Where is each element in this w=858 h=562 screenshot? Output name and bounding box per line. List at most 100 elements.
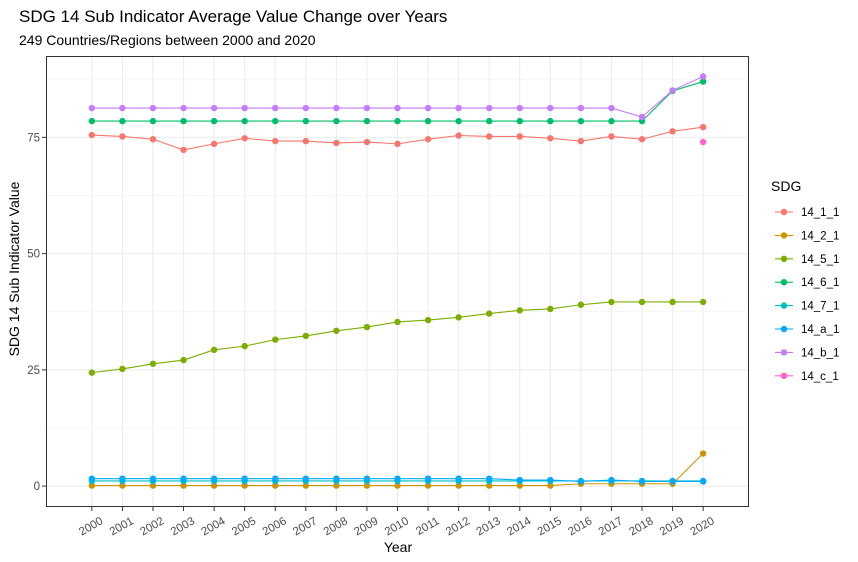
point-14_1_1-2007	[302, 137, 310, 145]
point-14_6_1-2007	[302, 117, 310, 125]
x-tick-label: 2000	[77, 515, 105, 538]
x-tick-label: 2016	[566, 515, 594, 538]
x-tick-label: 2017	[597, 515, 625, 538]
point-14_2_1-2004	[210, 482, 218, 489]
legend-label: 14_b_1	[801, 347, 839, 359]
point-14_b_1-2000	[88, 104, 96, 112]
point-14_1_1-2006	[272, 137, 279, 145]
point-14_b_1-2020	[699, 73, 707, 80]
point-14_2_1-2002	[149, 482, 157, 489]
point-14_6_1-2000	[88, 117, 96, 125]
point-14_2_1-2015	[547, 482, 554, 489]
legend: SDG 14_1_1 14_2_1 14_5_1 14_6_1 14_7_1 14_a_1…	[771, 178, 839, 383]
legend-item-14_2_1: 14_2_1	[775, 230, 839, 242]
point-14_1_1-2012	[455, 132, 462, 139]
point-14_5_1-2011	[424, 316, 432, 324]
point-14_b_1-2011	[424, 104, 432, 112]
legend-label: 14_2_1	[801, 230, 839, 242]
point-14_2_1-2003	[180, 482, 187, 489]
point-14_b_1-2012	[455, 104, 462, 112]
x-tick-label: 2014	[505, 515, 534, 538]
point-14_2_1-2000	[88, 482, 96, 489]
point-14_1_1-2017	[608, 133, 615, 140]
point-14_a_1-2010	[394, 475, 401, 482]
point-14_2_1-2013	[485, 482, 493, 489]
point-14_1_1-2000	[88, 131, 96, 139]
point-14_a_1-2009	[363, 475, 371, 482]
point-14_5_1-2004	[210, 346, 218, 354]
y-tick-label: 25	[27, 365, 40, 377]
x-tick-label: 2012	[444, 515, 472, 538]
point-14_2_1-2020	[699, 450, 707, 457]
legend-key-point	[780, 372, 788, 379]
point-14_5_1-2007	[302, 332, 310, 340]
x-tick-label: 2013	[475, 515, 503, 538]
point-14_b_1-2004	[210, 104, 218, 112]
x-tick-label: 2005	[230, 515, 258, 538]
point-14_6_1-2010	[394, 117, 401, 125]
point-14_2_1-2014	[516, 482, 523, 489]
legend-item-14_6_1: 14_6_1	[775, 277, 839, 289]
legend-item-14_7_1: 14_7_1	[775, 301, 839, 313]
point-14_6_1-2004	[210, 117, 218, 125]
x-tick-label: 2009	[352, 515, 380, 538]
point-14_5_1-2020	[699, 298, 707, 306]
point-14_a_1-2004	[210, 475, 218, 482]
point-14_b_1-2014	[516, 104, 523, 112]
x-tick-label: 2001	[108, 515, 136, 538]
point-14_a_1-2012	[455, 475, 462, 482]
point-14_6_1-2017	[608, 117, 615, 125]
point-14_6_1-2001	[119, 117, 126, 125]
legend-label: 14_5_1	[801, 254, 839, 266]
point-14_5_1-2012	[455, 314, 462, 321]
point-14_b_1-2013	[485, 104, 493, 112]
point-14_5_1-2009	[363, 323, 371, 331]
point-14_5_1-2013	[485, 310, 493, 317]
point-14_5_1-2001	[119, 365, 126, 373]
chart-title: SDG 14 Sub Indicator Average Value Chang…	[19, 7, 447, 26]
legend-item-14_a_1: 14_a_1	[775, 324, 839, 336]
legend-items: 14_1_1 14_2_1 14_5_1 14_6_1 14_7_1 14_a_1 14_b…	[775, 207, 839, 383]
point-14_5_1-2015	[547, 305, 554, 313]
point-14_6_1-2016	[577, 117, 585, 125]
point-14_5_1-2006	[272, 336, 279, 343]
point-14_a_1-2007	[302, 475, 310, 482]
point-14_2_1-2010	[394, 482, 401, 489]
x-tick-label: 2002	[138, 515, 166, 538]
point-14_5_1-2008	[333, 327, 340, 334]
point-14_6_1-2003	[180, 117, 187, 125]
point-14_5_1-2017	[608, 298, 615, 306]
point-14_b_1-2006	[272, 104, 279, 112]
gridlines	[46, 56, 749, 507]
point-14_1_1-2004	[210, 140, 218, 148]
legend-label: 14_6_1	[801, 277, 839, 289]
point-14_b_1-2007	[302, 104, 310, 112]
point-14_5_1-2018	[638, 298, 646, 306]
point-14_a_1-2003	[180, 475, 187, 482]
point-14_5_1-2016	[577, 301, 585, 308]
legend-item-14_b_1: 14_b_1	[775, 347, 839, 359]
x-tick-label: 2004	[199, 515, 228, 538]
point-14_a_1-2000	[88, 475, 96, 482]
point-14_1_1-2014	[516, 133, 523, 140]
point-14_5_1-2002	[149, 360, 157, 367]
point-14_b_1-2019	[669, 87, 676, 94]
legend-title: SDG	[771, 178, 801, 194]
point-14_1_1-2005	[241, 135, 248, 142]
x-tick-label: 2003	[169, 515, 197, 538]
point-14_a_1-2005	[241, 475, 248, 482]
point-14_b_1-2015	[547, 104, 554, 112]
point-14_b_1-2016	[577, 104, 585, 112]
point-14_a_1-2020	[699, 478, 707, 485]
x-tick-label: 2020	[688, 515, 716, 538]
point-14_a_1-2018	[638, 478, 646, 485]
point-14_b_1-2003	[180, 104, 187, 112]
point-14_6_1-2002	[149, 117, 157, 125]
point-14_b_1-2005	[241, 104, 248, 112]
legend-key-point	[780, 302, 788, 309]
point-14_5_1-2014	[516, 307, 523, 314]
legend-key-point	[780, 279, 788, 286]
point-14_a_1-2006	[272, 475, 279, 482]
point-14_6_1-2008	[333, 117, 340, 125]
